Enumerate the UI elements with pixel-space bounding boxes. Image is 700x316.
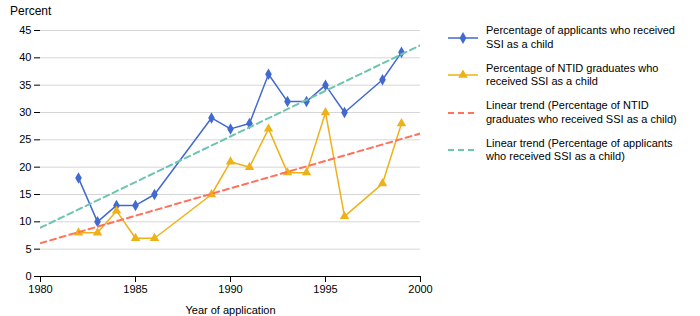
svg-text:2000: 2000 bbox=[408, 283, 432, 295]
svg-text:1985: 1985 bbox=[123, 283, 147, 295]
html-text:Percent: Percent bbox=[10, 4, 52, 18]
svg-text:35: 35 bbox=[19, 79, 31, 91]
html-text:Percentage of applicants who r: Percentage of applicants who received SS… bbox=[486, 24, 675, 50]
svg-text:Year of application: Year of application bbox=[185, 304, 275, 316]
svg-text:25: 25 bbox=[19, 133, 31, 145]
svg-text:5: 5 bbox=[25, 243, 31, 255]
svg-text:40: 40 bbox=[19, 51, 31, 63]
svg-text:45: 45 bbox=[19, 24, 31, 36]
svg-text:1995: 1995 bbox=[313, 283, 337, 295]
html-text:Linear trend (Percentage of ap: Linear trend (Percentage of applicants w… bbox=[486, 136, 673, 163]
svg-text:0: 0 bbox=[25, 270, 31, 282]
html-text:Percentage of NTID graduates w: Percentage of NTID graduates who receive… bbox=[486, 61, 659, 88]
svg-text:20: 20 bbox=[19, 161, 31, 173]
svg-text:10: 10 bbox=[19, 215, 31, 227]
html-text:Linear trend (Percentage of NT: Linear trend (Percentage of NTID graduat… bbox=[486, 99, 677, 125]
svg-text:30: 30 bbox=[19, 106, 31, 118]
svg-text:15: 15 bbox=[19, 188, 31, 200]
svg-text:1990: 1990 bbox=[218, 283, 242, 295]
svg-text:1980: 1980 bbox=[28, 283, 52, 295]
